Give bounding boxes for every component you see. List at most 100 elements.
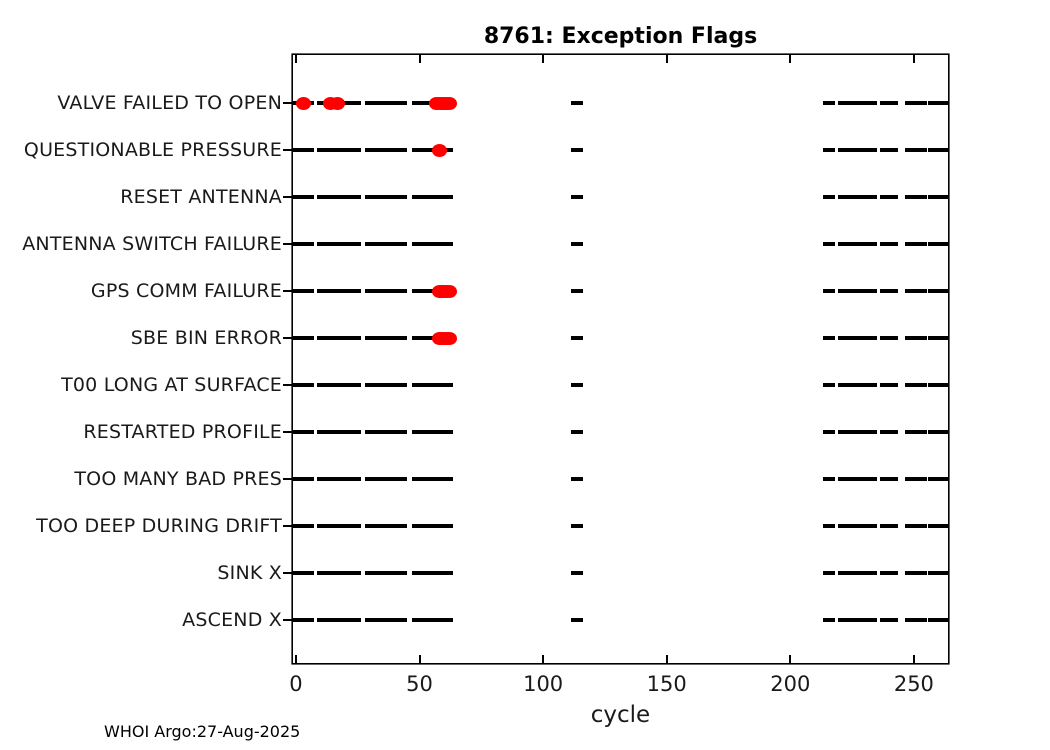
telemetry-dash-segment xyxy=(879,430,898,434)
exception-dot xyxy=(330,96,346,110)
telemetry-dash-segment xyxy=(293,430,314,434)
y-axis-tick xyxy=(283,243,292,245)
telemetry-dash-segment xyxy=(293,336,314,340)
telemetry-dash-segment xyxy=(317,524,362,528)
x-axis-tick-top xyxy=(665,55,668,63)
telemetry-dash-segment xyxy=(412,383,454,387)
y-axis-label: T00 LONG AT SURFACE xyxy=(61,374,282,396)
telemetry-dash-segment xyxy=(412,571,454,575)
y-axis-tick xyxy=(283,525,292,527)
telemetry-dash-segment xyxy=(365,195,408,199)
x-axis-tick-top xyxy=(789,55,792,63)
telemetry-dash-segment xyxy=(412,430,454,434)
telemetry-dash-segment xyxy=(365,618,408,622)
x-axis-tick-top xyxy=(294,55,297,63)
telemetry-dash-segment xyxy=(293,242,314,246)
x-axis-tick-top xyxy=(418,55,421,63)
telemetry-dash-segment xyxy=(904,383,927,387)
telemetry-dash-segment xyxy=(571,383,583,387)
telemetry-dash-segment xyxy=(837,571,877,575)
telemetry-dash-segment xyxy=(317,242,362,246)
telemetry-dash-segment xyxy=(904,477,927,481)
telemetry-dash-segment xyxy=(571,524,583,528)
telemetry-dash-segment xyxy=(365,336,408,340)
exception-dot xyxy=(441,96,457,110)
telemetry-dash-segment xyxy=(571,148,583,152)
telemetry-dash-segment xyxy=(571,336,583,340)
y-axis-label: QUESTIONABLE PRESSURE xyxy=(23,139,282,161)
telemetry-dash-segment xyxy=(837,148,877,152)
chart-title: 8761: Exception Flags xyxy=(483,24,758,49)
telemetry-dash-segment xyxy=(904,524,927,528)
telemetry-dash-segment xyxy=(822,195,835,199)
y-axis-tick xyxy=(283,431,292,433)
plot-area xyxy=(293,55,948,663)
y-axis-label: VALVE FAILED TO OPEN xyxy=(57,92,282,114)
y-axis-tick xyxy=(283,337,292,339)
telemetry-dash-segment xyxy=(904,148,927,152)
telemetry-dash-segment xyxy=(822,383,835,387)
telemetry-dash-segment xyxy=(904,195,927,199)
telemetry-dash-segment xyxy=(904,618,927,622)
telemetry-dash-segment xyxy=(571,242,583,246)
telemetry-dash-segment xyxy=(879,383,898,387)
x-axis-tick-bottom xyxy=(912,655,915,663)
telemetry-dash-segment xyxy=(879,571,898,575)
telemetry-dash-segment xyxy=(571,101,583,105)
x-tick-label: 0 xyxy=(289,672,303,696)
telemetry-dash-segment xyxy=(822,618,835,622)
telemetry-dash-segment xyxy=(928,242,948,246)
telemetry-dash-segment xyxy=(879,195,898,199)
telemetry-dash-segment xyxy=(365,242,408,246)
x-axis-tick-bottom xyxy=(294,655,297,663)
x-axis-tick-bottom xyxy=(789,655,792,663)
telemetry-dash-segment xyxy=(317,289,362,293)
telemetry-dash-segment xyxy=(293,383,314,387)
telemetry-dash-segment xyxy=(571,289,583,293)
telemetry-dash-segment xyxy=(293,477,314,481)
telemetry-dash-segment xyxy=(928,618,948,622)
telemetry-dash-segment xyxy=(293,571,314,575)
telemetry-dash-segment xyxy=(365,148,408,152)
telemetry-dash-segment xyxy=(904,242,927,246)
x-tick-label: 250 xyxy=(893,672,934,696)
y-axis-tick xyxy=(283,572,292,574)
telemetry-dash-segment xyxy=(928,477,948,481)
telemetry-dash-segment xyxy=(837,242,877,246)
telemetry-dash-segment xyxy=(837,524,877,528)
telemetry-dash-segment xyxy=(928,383,948,387)
telemetry-dash-segment xyxy=(317,148,362,152)
y-axis-label: TOO DEEP DURING DRIFT xyxy=(36,515,282,537)
y-axis-label: TOO MANY BAD PRES xyxy=(74,468,282,490)
y-axis-label: SINK X xyxy=(217,562,282,584)
x-tick-label: 150 xyxy=(646,672,687,696)
telemetry-dash-segment xyxy=(928,336,948,340)
telemetry-dash-segment xyxy=(293,524,314,528)
telemetry-dash-segment xyxy=(822,289,835,293)
telemetry-dash-segment xyxy=(879,336,898,340)
telemetry-dash-segment xyxy=(928,148,948,152)
y-axis-label: ANTENNA SWITCH FAILURE xyxy=(22,233,282,255)
telemetry-dash-segment xyxy=(571,430,583,434)
y-axis-label: SBE BIN ERROR xyxy=(130,327,282,349)
exception-dot xyxy=(441,284,457,298)
telemetry-dash-segment xyxy=(412,242,454,246)
telemetry-dash-segment xyxy=(822,148,835,152)
x-axis-tick-bottom xyxy=(665,655,668,663)
telemetry-dash-segment xyxy=(412,524,454,528)
telemetry-dash-segment xyxy=(571,477,583,481)
telemetry-dash-segment xyxy=(317,336,362,340)
telemetry-dash-segment xyxy=(837,477,877,481)
telemetry-dash-segment xyxy=(412,195,454,199)
x-axis-tick-bottom xyxy=(418,655,421,663)
y-axis-label: RESET ANTENNA xyxy=(120,186,282,208)
y-axis-tick xyxy=(283,102,292,104)
x-tick-label: 50 xyxy=(406,672,433,696)
exception-dot xyxy=(441,331,457,345)
telemetry-dash-segment xyxy=(365,289,408,293)
y-axis-tick xyxy=(283,290,292,292)
telemetry-dash-segment xyxy=(365,383,408,387)
telemetry-dash-segment xyxy=(293,195,314,199)
x-axis-tick-top xyxy=(542,55,545,63)
telemetry-dash-segment xyxy=(879,524,898,528)
